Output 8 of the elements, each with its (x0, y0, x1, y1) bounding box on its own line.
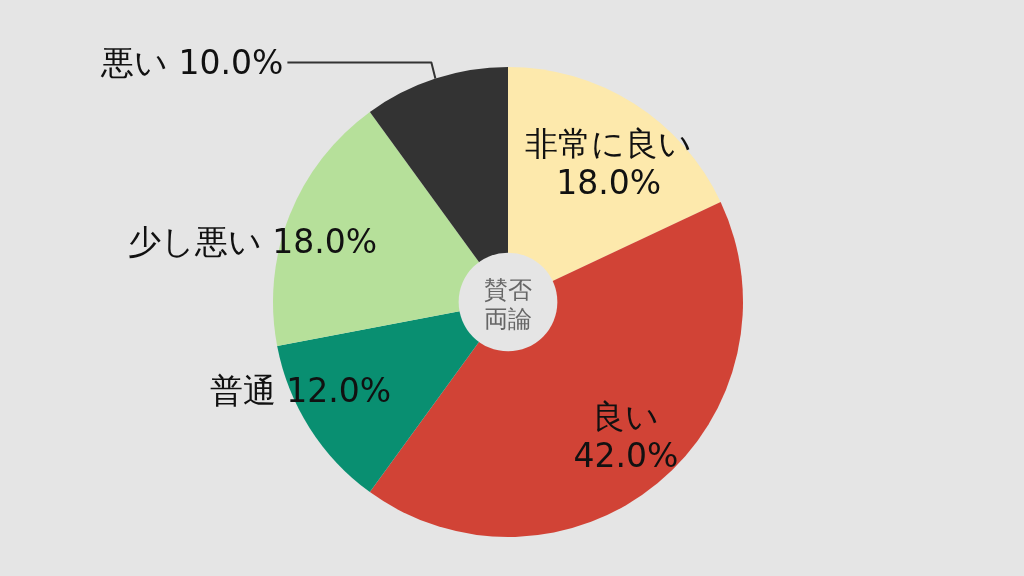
data-label: 42.0% (573, 436, 679, 476)
slice-label: 良い (592, 397, 660, 437)
slice-label: 非常に良い (525, 124, 693, 164)
slice-label: 少し悪い 18.0% (127, 222, 378, 262)
slice-label: 悪い 10.0% (100, 42, 284, 82)
slice-label: 普通 12.0% (209, 371, 392, 411)
data-label: 18.0% (556, 163, 662, 203)
title: 賛否両論 (484, 276, 532, 333)
